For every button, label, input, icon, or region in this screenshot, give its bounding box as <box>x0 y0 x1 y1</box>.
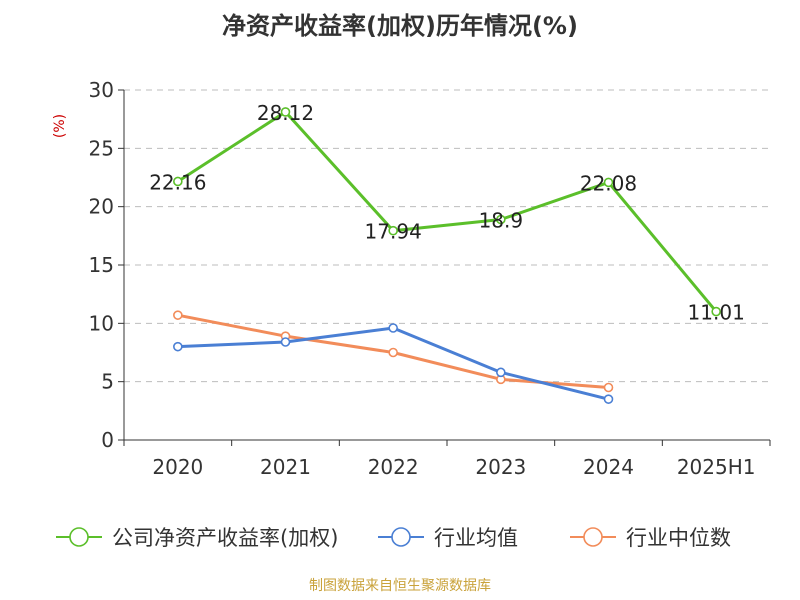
legend-label: 行业均值 <box>434 526 518 550</box>
y-tick-label: 5 <box>101 370 114 394</box>
data-labels: 22.16 28.12 17.94 18.9 22.08 11.01 <box>149 101 745 325</box>
data-label: 17.94 <box>365 220 422 244</box>
data-point <box>173 176 183 187</box>
x-tick-label: 2020 <box>152 455 203 479</box>
data-point <box>496 214 506 225</box>
data-point <box>280 337 291 347</box>
data-point <box>603 382 614 393</box>
series-line <box>177 110 718 313</box>
data-point <box>280 107 291 117</box>
data-label: 18.9 <box>479 209 524 233</box>
x-tick-label: 2024 <box>583 455 634 479</box>
legend-swatch-marker <box>583 527 603 547</box>
data-label: 11.01 <box>688 301 745 325</box>
data-point <box>603 394 614 404</box>
series-line <box>177 326 609 401</box>
data-point <box>496 367 506 378</box>
data-point <box>388 347 398 358</box>
y-tick-label: 25 <box>89 136 114 160</box>
legend-label: 公司净资产收益率(加权) <box>112 526 338 550</box>
y-tick-label: 15 <box>89 253 114 277</box>
x-tick-label: 2021 <box>260 455 311 479</box>
x-tick-label: 2025H1 <box>677 455 756 479</box>
data-point <box>173 310 183 320</box>
grid <box>124 89 770 383</box>
x-tick-label: 2022 <box>368 455 419 479</box>
legend: 公司净资产收益率(加权) 行业均值 行业中位数 <box>56 526 731 550</box>
data-label: 28.12 <box>257 101 314 125</box>
x-tick-label: 2023 <box>475 455 526 479</box>
y-tick-label: 0 <box>101 428 114 452</box>
legend-label: 行业中位数 <box>626 526 731 550</box>
data-point <box>388 323 398 333</box>
source-note: 制图数据来自恒生聚源数据库 <box>309 578 491 594</box>
data-point <box>603 177 614 188</box>
legend-swatch-marker <box>391 527 411 547</box>
y-tick-label: 20 <box>89 195 114 219</box>
data-point <box>711 306 721 317</box>
y-tick-label: 30 <box>89 78 114 102</box>
data-label: 22.16 <box>149 170 206 194</box>
data-point <box>388 225 398 236</box>
data-point <box>173 341 183 352</box>
y-axis-label: (%) <box>52 114 68 138</box>
chart-title: 净资产收益率(加权)历年情况(%) <box>222 12 578 40</box>
series <box>173 107 721 404</box>
y-tick-label: 10 <box>89 311 114 335</box>
axes: 0 5 10 15 20 25 30 2020 2021 2022 2023 2024 2025H1 <box>89 78 771 479</box>
data-label: 22.08 <box>580 171 637 195</box>
legend-swatch-marker <box>69 527 89 547</box>
